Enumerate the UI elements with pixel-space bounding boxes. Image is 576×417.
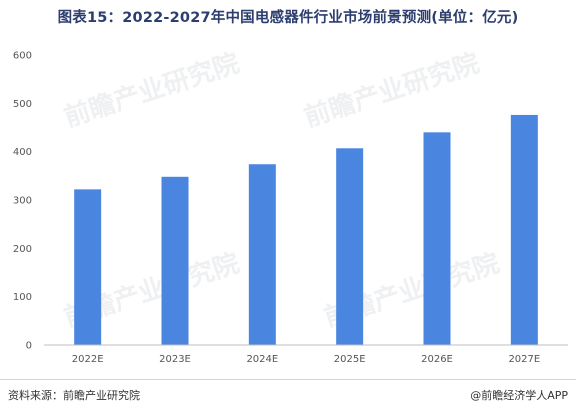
x-tick-label: 2022E (72, 354, 104, 365)
y-tick-label: 300 (13, 196, 32, 207)
y-tick-label: 200 (13, 244, 32, 255)
y-axis-ticks: 0 100 200 300 400 500 600 (13, 51, 32, 352)
bar (248, 164, 276, 345)
x-tick-label: 2027E (508, 354, 540, 365)
y-tick-label: 500 (13, 99, 32, 110)
y-tick-label: 0 (26, 341, 32, 352)
footer-divider (0, 379, 576, 380)
y-tick-label: 400 (13, 147, 32, 158)
bar (74, 189, 102, 345)
source-note: 资料来源：前瞻产业研究院 (8, 389, 140, 402)
x-tick-label: 2025E (334, 354, 366, 365)
x-tick-label: 2024E (246, 354, 278, 365)
bar (161, 176, 189, 345)
x-tick-label: 2023E (159, 354, 191, 365)
bars (74, 114, 538, 345)
x-tick-label: 2026E (421, 354, 453, 365)
y-tick-label: 600 (13, 51, 32, 62)
y-tick-label: 100 (13, 292, 32, 303)
brand-label: @前瞻经济学人APP (470, 389, 568, 402)
bar (510, 114, 538, 345)
chart-title: 图表15：2022-2027年中国电感器件行业市场前景预测(单位：亿元) (57, 10, 519, 26)
bar (423, 132, 451, 345)
bar-chart: 0 100 200 300 400 500 600 2022E 2023E 2024E 2025E… (13, 51, 568, 365)
bar (336, 148, 364, 345)
x-axis-ticks: 2022E 2023E 2024E 2025E 2026E 2027E (72, 354, 540, 365)
